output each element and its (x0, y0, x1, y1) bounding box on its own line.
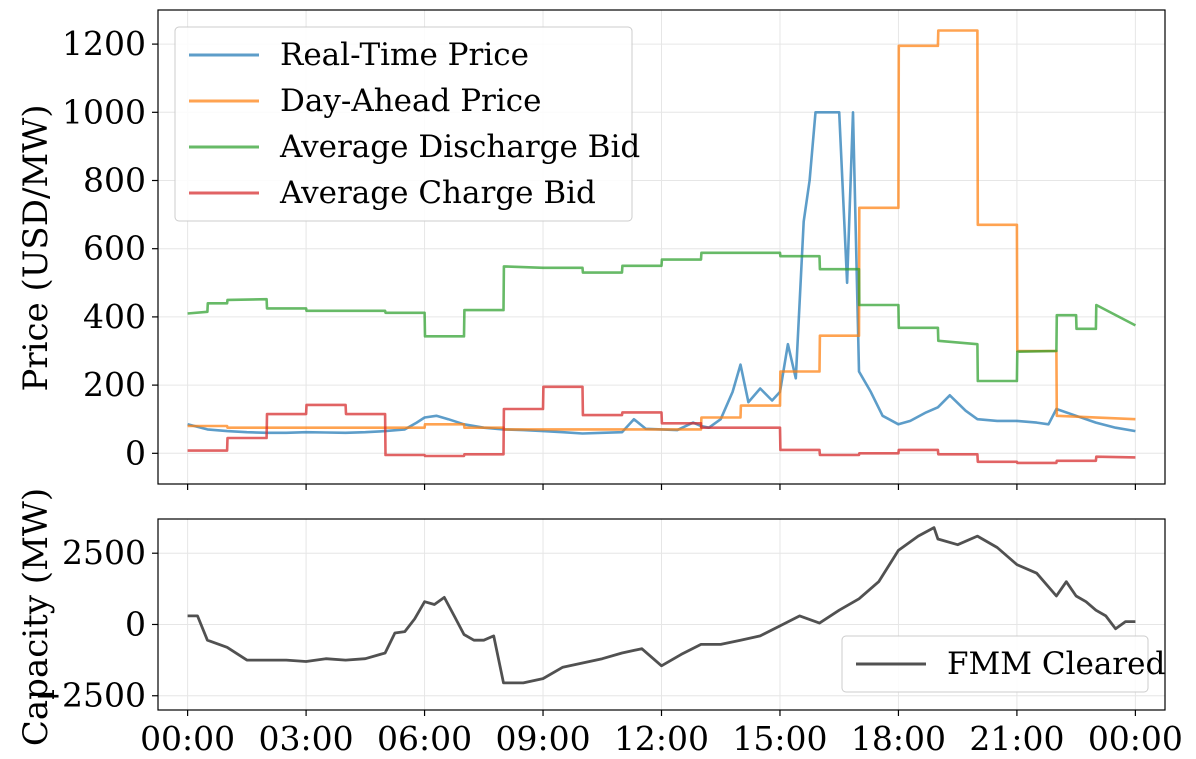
x-tick-label: 18:00 (851, 719, 946, 758)
c-ytick-label: 2500 (62, 533, 146, 572)
x-tick-label: 09:00 (495, 719, 590, 758)
p-ytick-label: 0 (125, 433, 146, 472)
price-chart: 0 200 400 600 800 1000 1200 Price (USD/MW) Rea… (16, 9, 1166, 490)
p-legend-box (174, 26, 633, 222)
x-tick-label: 00:00 (1088, 719, 1183, 758)
series-line-average-discharge-bid (187, 251, 1137, 383)
p-ytick-label: 400 (83, 297, 146, 336)
legend-label-real-time-price: Real-Time Price (280, 37, 529, 73)
series-line-real-time-price (187, 111, 1136, 435)
legend-label-day-ahead-price: Day-Ahead Price (280, 83, 542, 119)
series-line-average-charge-bid (187, 385, 1136, 465)
p-ytick-label: 1000 (62, 92, 146, 131)
x-tick-label: 12:00 (614, 719, 709, 758)
p-ytick-label: 800 (83, 161, 146, 200)
c-ytick-label: 0 (125, 604, 146, 643)
price-y-axis-label: Price (USD/MW) (16, 105, 56, 392)
price-legend: Real-Time Price Day-Ahead Price Average Di… (174, 26, 640, 222)
capacity-chart: −2500 0 2500 00:00 03:00 06:00 09:00 12:00 15:00… (16, 488, 1183, 758)
series-line-day-ahead-price (187, 29, 1136, 431)
x-tick-label: 03:00 (259, 719, 354, 758)
p-ytick-label: 600 (83, 229, 146, 268)
x-tick-label: 06:00 (377, 719, 472, 758)
c-ytick-label: −2500 (34, 676, 146, 715)
legend-label-average-discharge-bid: Average Discharge Bid (279, 129, 640, 165)
capacity-y-axis-label: Capacity (MW) (16, 488, 56, 746)
c-legend-box (841, 635, 1149, 693)
p-ytick-label: 200 (83, 365, 146, 404)
x-tick-label: 21:00 (969, 719, 1064, 758)
capacity-legend: FMM Cleared (841, 635, 1165, 693)
series-line-fmm-cleared (187, 526, 1136, 685)
p-ytick-label: 1200 (62, 24, 146, 63)
legend-label-average-charge-bid: Average Charge Bid (279, 175, 596, 211)
x-tick-label: 15:00 (732, 719, 827, 758)
x-tick-label: 00:00 (140, 719, 235, 758)
legend-label-fmm-cleared: FMM Cleared (947, 646, 1165, 682)
